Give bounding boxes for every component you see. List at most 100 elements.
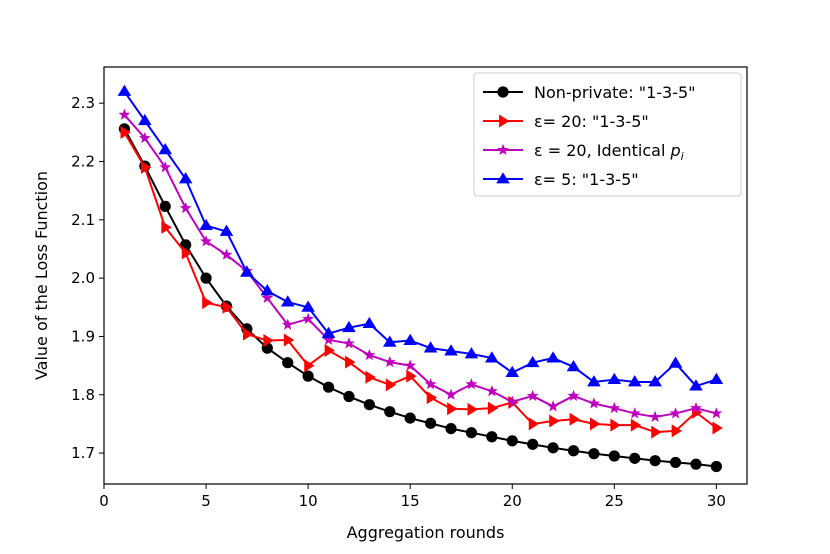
x-tick-label: 5 [201, 492, 211, 510]
data-point [181, 246, 193, 260]
data-point [178, 172, 193, 184]
data-point [566, 359, 581, 372]
data-point [630, 418, 642, 432]
data-point [690, 458, 702, 470]
data-point [242, 327, 254, 341]
data-point [464, 347, 479, 359]
data-point [365, 370, 376, 384]
x-tick-label: 25 [605, 492, 624, 510]
legend-item: ε= 20: "1-3-5" [483, 112, 649, 131]
legend-label: ε= 20: "1-3-5" [534, 112, 649, 131]
data-point [159, 161, 172, 173]
data-point [669, 407, 682, 419]
y-tick-label: 1.8 [71, 386, 95, 404]
data-point [345, 355, 356, 369]
data-point [590, 417, 601, 431]
y-tick-label: 2.2 [71, 152, 95, 170]
data-point [280, 295, 295, 307]
x-tick-label: 0 [99, 492, 109, 510]
data-point [444, 344, 458, 356]
data-point [199, 218, 213, 231]
data-point [588, 397, 600, 409]
data-point [487, 401, 499, 415]
data-point [712, 421, 723, 435]
data-point [608, 401, 621, 414]
data-point [404, 359, 417, 371]
legend-math: p [669, 141, 680, 160]
data-point [343, 390, 355, 403]
data-point [689, 379, 703, 391]
data-point [668, 356, 683, 368]
y-axis: 1.7 1.8 1.9 2.0 2.1 2.2 2.3 [71, 94, 104, 462]
data-point [220, 248, 233, 260]
legend-item: ε = 20, Identical pi [483, 141, 684, 163]
data-point [648, 375, 662, 387]
y-tick-label: 1.9 [71, 327, 95, 345]
data-point [525, 355, 540, 368]
data-point [424, 378, 437, 390]
data-point [485, 385, 498, 397]
data-point [118, 108, 131, 120]
data-point [629, 452, 641, 464]
data-point [363, 348, 376, 361]
data-point [219, 224, 234, 236]
data-point [445, 422, 457, 435]
legend-box [473, 72, 742, 197]
data-point [628, 407, 641, 419]
series-4 [117, 84, 724, 391]
legend-marker [497, 143, 509, 156]
data-point [301, 300, 315, 312]
data-point [447, 402, 458, 416]
legend-label: ε= 5: "1-3-5" [534, 170, 639, 189]
data-point [465, 427, 478, 439]
x-tick-label: 20 [503, 492, 522, 510]
data-point [138, 113, 152, 126]
data-point [324, 343, 336, 357]
data-point [547, 400, 559, 412]
data-point [260, 284, 275, 296]
data-point [240, 265, 254, 277]
data-point [404, 412, 416, 424]
data-point [649, 455, 661, 467]
data-point [547, 442, 559, 454]
data-point [263, 334, 274, 348]
data-point [485, 351, 499, 363]
data-point [710, 407, 723, 419]
data-point [445, 388, 457, 400]
data-point [200, 235, 212, 247]
data-point [403, 333, 417, 345]
series-3 [118, 108, 723, 422]
legend-subscript: i [681, 150, 684, 163]
x-tick-label: 15 [401, 492, 420, 510]
series-line [123, 114, 717, 418]
data-point [321, 326, 336, 338]
data-point [627, 375, 642, 387]
x-tick-label: 10 [299, 492, 318, 510]
data-point [546, 351, 560, 363]
plot-frame [103, 66, 748, 485]
data-point [202, 296, 213, 310]
data-point [120, 125, 131, 139]
data-point [302, 312, 315, 324]
data-point [610, 418, 621, 432]
y-tick-label: 2.3 [71, 94, 95, 112]
y-axis-label: Value of the Loss Function [32, 171, 51, 380]
data-point [549, 414, 560, 428]
data-point [426, 391, 438, 405]
data-point [200, 272, 212, 284]
x-tick-label: 30 [707, 492, 726, 510]
data-point [649, 410, 662, 422]
y-tick-label: 2.0 [71, 269, 95, 287]
data-point [423, 341, 438, 353]
data-point [528, 417, 540, 431]
data-point [588, 448, 600, 460]
y-tick-label: 1.7 [71, 444, 95, 462]
data-point [384, 406, 396, 418]
data-point [304, 359, 315, 373]
data-point [322, 333, 335, 345]
data-point [506, 395, 519, 407]
data-point [671, 424, 683, 438]
data-point [669, 456, 682, 469]
data-point [179, 201, 192, 214]
